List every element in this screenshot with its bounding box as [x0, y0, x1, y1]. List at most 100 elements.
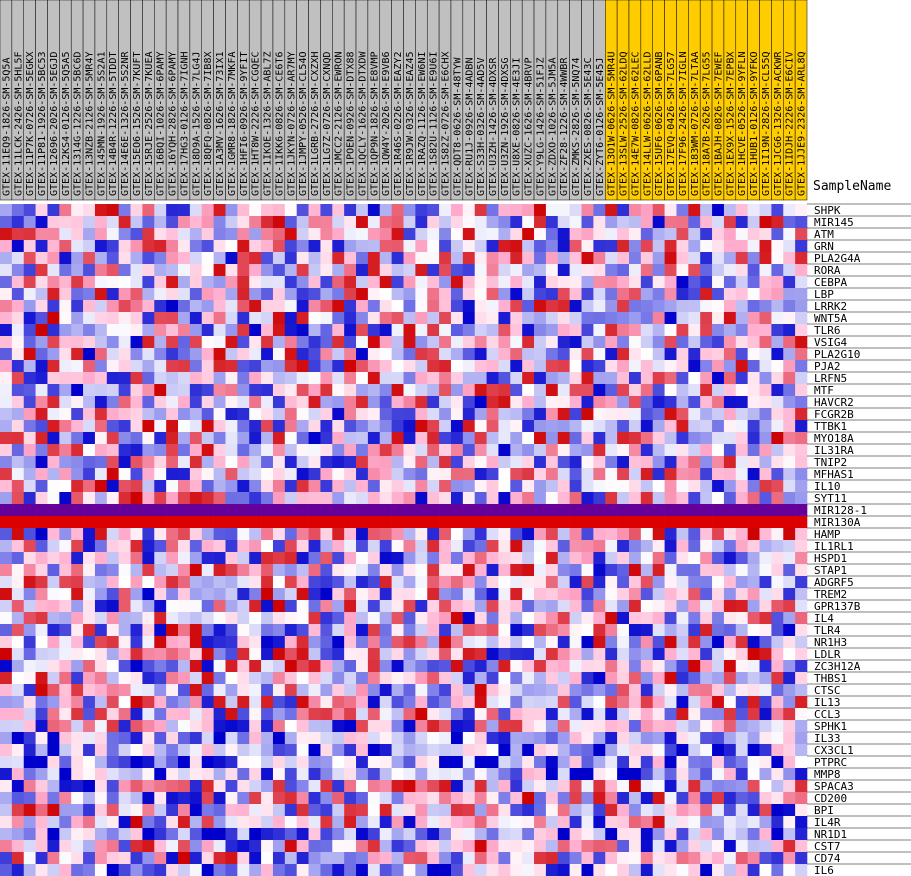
row-label: MFHAS1: [814, 468, 854, 481]
heatmap-cell: [439, 204, 452, 217]
heatmap-cell: [130, 588, 143, 601]
heatmap-cell: [213, 408, 226, 421]
heatmap-cell: [498, 708, 511, 721]
heatmap-cell: [284, 756, 297, 769]
heatmap-cell: [486, 684, 499, 697]
heatmap-cell: [664, 456, 677, 469]
heatmap-cell: [462, 420, 476, 433]
heatmap-cell: [94, 732, 108, 745]
row-label: NR1D1: [814, 828, 847, 841]
heatmap-cell: [272, 216, 286, 229]
heatmap-cell: [783, 780, 796, 793]
heatmap-cell: [771, 468, 784, 481]
heatmap-cell: [83, 708, 96, 721]
heatmap-cell: [344, 456, 357, 469]
heatmap-cell: [189, 312, 203, 325]
heatmap-cell: [605, 420, 618, 433]
heatmap-cell: [498, 720, 511, 733]
heatmap-cell: [771, 300, 784, 313]
heatmap-cell: [249, 732, 262, 745]
heatmap-cell: [320, 384, 333, 397]
heatmap-cell: [534, 312, 547, 325]
heatmap-cell: [628, 852, 642, 865]
heatmap-cell: [771, 228, 784, 241]
heatmap-cell: [474, 408, 487, 421]
heatmap-cell: [23, 828, 36, 841]
heatmap-cell: [534, 348, 547, 361]
row-label: ATM: [814, 228, 834, 241]
heatmap-cell: [640, 372, 654, 385]
row-label: MIR128-1: [814, 504, 867, 517]
heatmap-cell: [557, 516, 570, 529]
heatmap-cell: [676, 348, 689, 361]
row-label: CTSC: [814, 684, 841, 697]
heatmap-cell: [723, 744, 737, 757]
heatmap-cell: [94, 516, 108, 529]
heatmap-cell: [795, 852, 808, 865]
heatmap-cell: [367, 744, 381, 757]
heatmap-cell: [439, 432, 452, 445]
heatmap-cell: [130, 240, 143, 253]
heatmap-cell: [272, 408, 286, 421]
heatmap-cell: [735, 264, 748, 277]
heatmap-cell: [534, 744, 547, 757]
heatmap-cell: [11, 408, 25, 421]
heatmap-cell: [427, 804, 440, 817]
heatmap-cell: [201, 720, 214, 733]
heatmap-cell: [747, 444, 760, 457]
heatmap-cell: [628, 588, 642, 601]
heatmap-cell: [71, 204, 84, 217]
heatmap-cell: [759, 204, 772, 217]
heatmap-cell: [545, 612, 559, 625]
heatmap-cell: [640, 408, 654, 421]
heatmap-cell: [545, 540, 559, 553]
heatmap-cell: [94, 228, 108, 241]
heatmap-cell: [640, 528, 654, 541]
heatmap-cell: [735, 348, 748, 361]
column-label: GTEX-1S82Z-0726-SM-E6CHX: [441, 52, 452, 197]
heatmap-cell: [201, 792, 214, 805]
heatmap-cell: [688, 420, 701, 433]
heatmap-cell: [356, 228, 369, 241]
heatmap-cell: [450, 240, 464, 253]
heatmap-cell: [344, 228, 357, 241]
heatmap-cell: [189, 252, 203, 265]
heatmap-cell: [308, 672, 321, 685]
heatmap-cell: [593, 264, 606, 277]
heatmap-cell: [783, 252, 796, 265]
heatmap-cell: [593, 252, 606, 265]
heatmap-cell: [676, 696, 689, 709]
heatmap-cell: [415, 708, 428, 721]
heatmap-cell: [308, 732, 321, 745]
heatmap-cell: [166, 828, 179, 841]
heatmap-cell: [308, 468, 321, 481]
heatmap-cell: [427, 756, 440, 769]
heatmap-cell: [427, 720, 440, 733]
heatmap-cell: [130, 792, 143, 805]
heatmap-cell: [118, 216, 131, 229]
heatmap-cell: [142, 480, 155, 493]
heatmap-cell: [272, 708, 286, 721]
heatmap-cell: [308, 600, 321, 613]
heatmap-cell: [178, 852, 191, 865]
heatmap-cell: [474, 768, 487, 781]
heatmap-cell: [427, 252, 440, 265]
heatmap-cell: [462, 744, 476, 757]
heatmap-cell: [130, 252, 143, 265]
heatmap-cell: [391, 252, 404, 265]
heatmap-cell: [640, 348, 654, 361]
heatmap-cell: [415, 672, 428, 685]
heatmap-cell: [296, 252, 309, 265]
heatmap-cell: [308, 744, 321, 757]
heatmap-cell: [640, 252, 654, 265]
heatmap-cell: [189, 816, 203, 829]
heatmap-cell: [498, 624, 511, 637]
heatmap-cell: [225, 780, 238, 793]
heatmap-cell: [510, 684, 523, 697]
heatmap-cell: [225, 252, 238, 265]
heatmap-cell: [189, 384, 203, 397]
heatmap-cell: [308, 480, 321, 493]
heatmap-cell: [189, 660, 203, 673]
heatmap-cell: [106, 780, 119, 793]
heatmap-cell: [367, 684, 381, 697]
